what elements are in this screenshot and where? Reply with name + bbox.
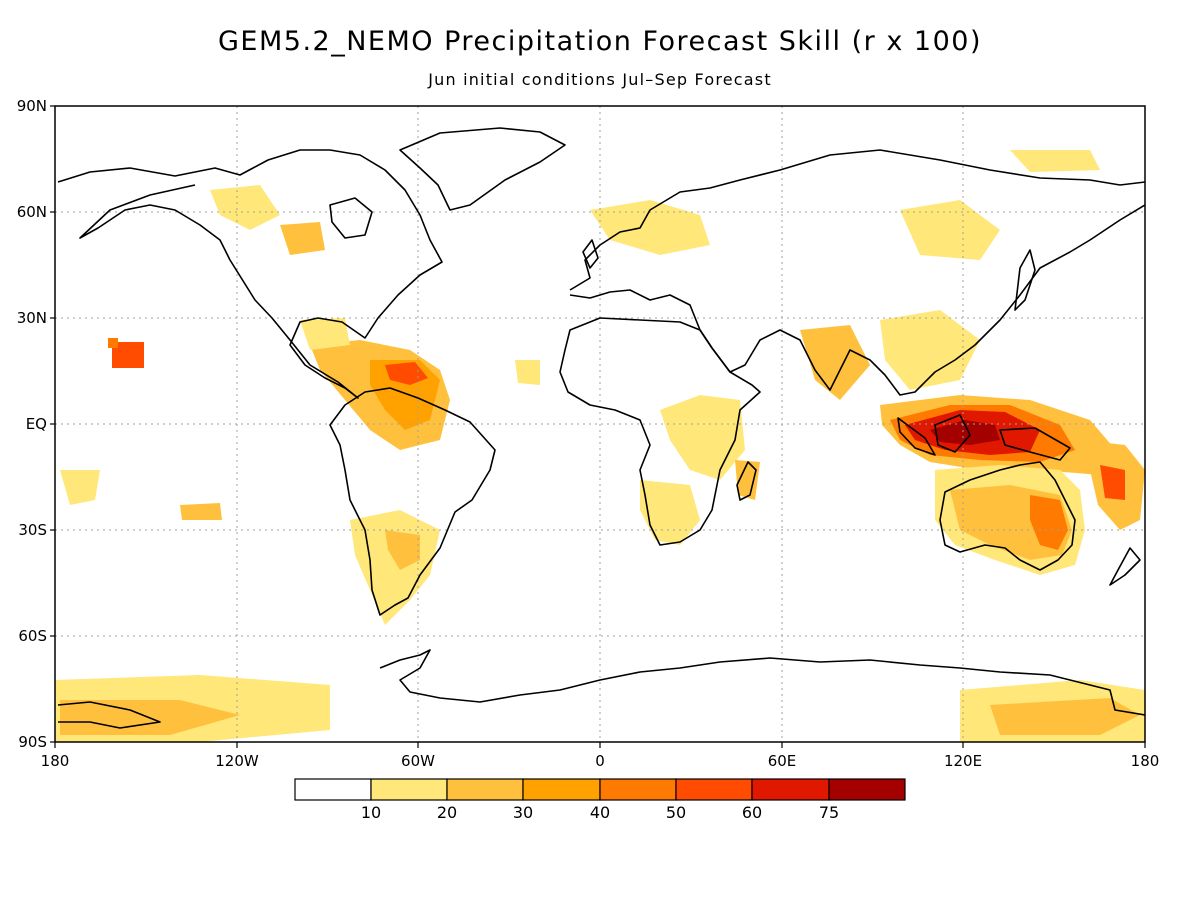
coastline-hudson-bay — [329, 197, 373, 239]
colorbar-label-20: 20 — [437, 803, 457, 822]
skill-patch-maritime-continent-max — [930, 420, 1000, 445]
colorbar-label-60: 60 — [742, 803, 762, 822]
lon-label-120e: 120E — [944, 752, 982, 770]
lon-label-0: 0 — [595, 752, 605, 770]
colorbar-label-40: 40 — [590, 803, 610, 822]
colorbar-box-6 — [751, 778, 830, 801]
colorbar-box-4 — [599, 778, 677, 801]
coastline-new-guinea — [999, 427, 1071, 461]
colorbar-label-50: 50 — [666, 803, 686, 822]
lon-label-120w: 120W — [215, 752, 259, 770]
frame-ticks — [50, 105, 1146, 748]
skill-patch-hawaii-outer — [108, 338, 118, 348]
skill-patch-madagascar — [735, 460, 760, 500]
lon-label-60e: 60E — [768, 752, 797, 770]
lat-label-30s: 30S — [18, 521, 47, 539]
coastline-north-america — [57, 149, 443, 399]
lat-label-60n: 60N — [17, 203, 47, 221]
map-gridlines — [55, 106, 1145, 742]
coastline-antarctica — [57, 649, 1145, 729]
coastline-australia — [939, 461, 1076, 571]
skill-patch-africa-south — [640, 480, 700, 545]
coastlines — [57, 127, 1145, 729]
skill-shading — [55, 150, 1145, 742]
coastline-borneo — [934, 414, 971, 453]
colorbar: 10 20 30 40 50 60 75 — [294, 778, 906, 822]
colorbar-box-2 — [446, 778, 524, 801]
chart-subtitle: Jun initial conditions Jul–Sep Forecast — [428, 70, 772, 89]
lat-label-eq: EQ — [26, 415, 47, 433]
skill-patch-gulf — [300, 318, 350, 350]
lon-label-180w: 180 — [41, 752, 70, 770]
coastline-sumatra — [897, 417, 936, 456]
skill-patch-antarctica-east-core — [990, 698, 1140, 735]
coastline-eurasia — [569, 149, 1145, 396]
colorbar-label-30: 30 — [513, 803, 533, 822]
colorbar-box-3 — [522, 778, 601, 801]
skill-patch-africa-east — [660, 395, 745, 480]
colorbar-label-75: 75 — [819, 803, 839, 822]
colorbar-box-0 — [294, 778, 372, 801]
skill-patch-arctic-east — [1010, 150, 1100, 172]
coastline-madagascar — [736, 461, 757, 501]
skill-patch-se-asia — [880, 310, 980, 390]
skill-patch-atlantic — [515, 360, 540, 385]
coastline-uk — [582, 239, 599, 269]
lat-label-90s: 90S — [18, 733, 47, 751]
skill-patch-caribbean-core — [385, 362, 428, 385]
skill-patch-siberia — [900, 200, 1000, 260]
coastline-greenland — [399, 127, 566, 211]
skill-patch-north-america — [210, 185, 280, 230]
skill-patch-west-pacific — [60, 470, 100, 505]
skill-patch-india — [800, 325, 870, 400]
lon-label-180e: 180 — [1131, 752, 1160, 770]
lat-label-30n: 30N — [17, 309, 47, 327]
colorbar-box-1 — [370, 778, 448, 801]
coastline-new-zealand — [1109, 547, 1141, 586]
lon-tick-labels: 180 120W 60W 0 60E 120E 180 — [41, 752, 1160, 770]
colorbar-label-10: 10 — [361, 803, 381, 822]
lat-label-90n: 90N — [17, 97, 47, 115]
coastline-south-america — [329, 387, 496, 616]
colorbar-box-7 — [828, 778, 906, 801]
skill-patch-europe — [590, 200, 710, 255]
colorbar-box-5 — [675, 778, 753, 801]
skill-patch-australia-east — [1030, 495, 1068, 550]
coastline-japan — [1014, 249, 1036, 311]
lat-tick-labels: 90N 60N 30N EQ 30S 60S 90S — [17, 97, 47, 751]
lon-label-60w: 60W — [401, 752, 435, 770]
chart-title: GEM5.2_NEMO Precipitation Forecast Skill… — [218, 26, 982, 57]
skill-patch-sw-pacific-core — [1100, 465, 1125, 500]
skill-patch-canada-east — [280, 222, 325, 255]
lat-label-60s: 60S — [18, 627, 47, 645]
skill-patch-south-america-core — [385, 530, 420, 570]
skill-patch-central-pacific — [180, 503, 222, 520]
